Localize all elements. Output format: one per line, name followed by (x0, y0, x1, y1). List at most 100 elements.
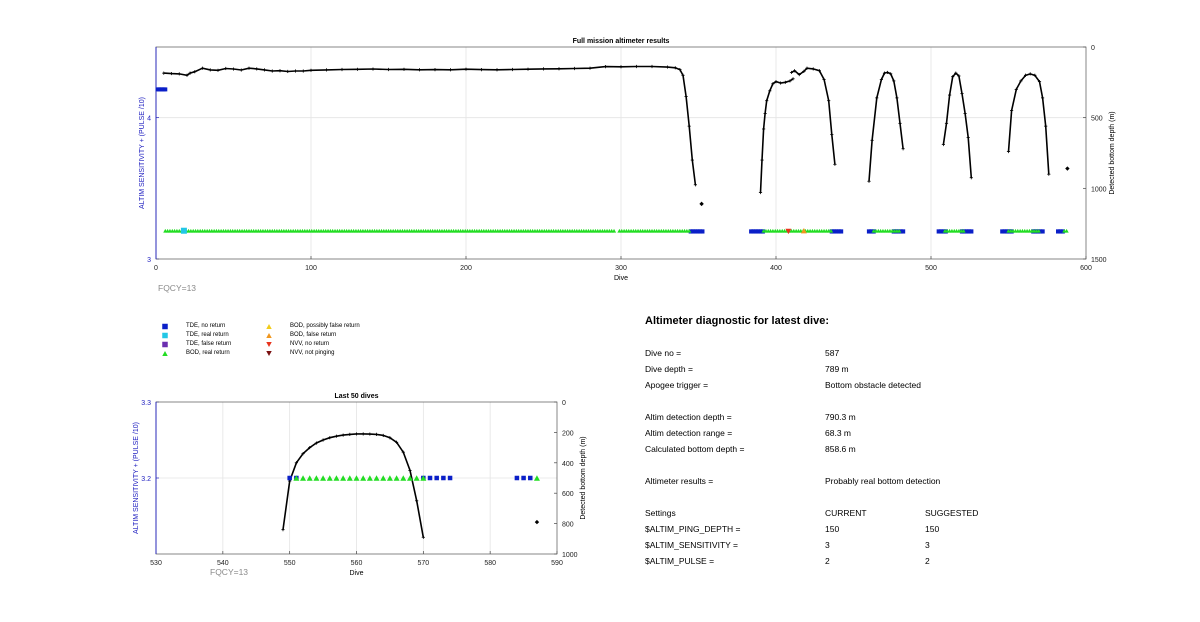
bod-marker (828, 228, 834, 233)
chart-title: Last 50 dives (335, 393, 379, 400)
bottom-depth-point (699, 201, 704, 207)
legend-marker (162, 332, 168, 339)
bod-marker (413, 475, 420, 481)
y-left-axis-label: ALTIM SENSITIVITY + (PULSE /10) (139, 97, 146, 209)
bod-marker (420, 475, 427, 481)
bod-marker (380, 475, 387, 481)
triangle-up-marker-icon (266, 333, 272, 338)
legend-label: TDE, no return (186, 323, 226, 329)
legend-marker (266, 324, 272, 329)
setting-current-pulse: 2 (825, 556, 830, 566)
x-tick-label: 400 (770, 265, 782, 272)
bottom-depth-line (163, 65, 697, 185)
bod-marker (687, 228, 692, 233)
diag-value-bottom-depth: 858.6 m (825, 444, 856, 454)
bod-marker (961, 228, 966, 233)
full-mission-chart: 0 100 200 300 400 500 600 3 4 0 500 1000 1500 Full mi… (139, 38, 1116, 293)
bod-marker (320, 475, 327, 481)
settings-header-name: Settings (645, 508, 676, 518)
x-tick-label: 300 (615, 265, 627, 272)
tde-marker (753, 229, 758, 234)
x-tick-label: 200 (460, 265, 472, 272)
tde-marker (869, 229, 874, 234)
chart-title: Full mission altimeter results (573, 38, 670, 45)
y-right-axis-label: Detected bottom depth (m) (580, 436, 587, 519)
tde-marker (836, 229, 841, 234)
bod-marker (293, 475, 300, 481)
legend-label: NVV, not pinging (290, 350, 335, 356)
tde-marker (695, 229, 700, 234)
bottom-depth-line (282, 433, 425, 538)
legend-label: BOD, real return (186, 350, 230, 356)
legend-label: TDE, real return (186, 332, 229, 338)
y-left-tick-label: 3.3 (141, 400, 151, 407)
setting-name-pulse: $ALTIM_PULSE = (645, 556, 715, 566)
diag-value-apogee-trigger: Bottom obstacle detected (825, 380, 921, 390)
y-right-tick-label: 1000 (562, 552, 578, 559)
tde-marker (287, 475, 292, 481)
bottom-depth-point (1065, 166, 1070, 171)
tde-marker (832, 229, 837, 234)
tde-marker (521, 475, 526, 481)
y-right-tick-label: 0 (1091, 45, 1095, 52)
tde-marker (866, 229, 872, 234)
bod-marker (313, 475, 320, 481)
y-right-tick-label: 800 (562, 522, 574, 529)
diag-value-detection-depth: 790.3 m (825, 412, 856, 422)
bottom-depth-line (942, 71, 973, 178)
tde-marker (688, 229, 693, 234)
bod-marker (353, 475, 360, 481)
tde-marker (1060, 229, 1065, 234)
tde-marker (1056, 229, 1061, 234)
settings-header-current: CURRENT (825, 508, 867, 518)
tde-marker (756, 229, 761, 234)
triangle-up-marker-icon (162, 351, 168, 356)
tde-marker (839, 229, 844, 234)
tde-marker (751, 229, 756, 234)
bod-marker (611, 228, 617, 233)
diag-value-detection-range: 68.3 m (825, 428, 851, 438)
y-right-tick-label: 1000 (1091, 186, 1107, 193)
diag-value-dive-depth: 789 m (825, 364, 849, 374)
x-tick-label: 530 (150, 560, 162, 567)
sensitivity-marker (163, 87, 168, 92)
setting-current-sensitivity: 3 (825, 540, 830, 550)
tde-marker (1040, 229, 1045, 234)
setting-name-ping-depth: $ALTIM_PING_DEPTH = (645, 524, 741, 534)
y-right-tick-label: 500 (1091, 116, 1103, 123)
highlight-marker (800, 228, 807, 234)
tde-marker (1038, 229, 1043, 234)
x-axis-label: Dive (614, 275, 628, 282)
tde-marker (447, 475, 453, 481)
tde-marker (936, 229, 941, 234)
y-right-axis-label: Detected bottom depth (m) (1109, 111, 1116, 194)
setting-suggested-pulse: 2 (925, 556, 930, 566)
legend-marker (162, 323, 168, 330)
bottom-depth-point (534, 519, 540, 525)
y-right-tick-label: 200 (562, 430, 574, 437)
square-marker-icon (162, 341, 168, 348)
tde-marker (969, 229, 974, 234)
tde-marker (427, 475, 433, 481)
triangle-up-marker-icon (266, 324, 272, 329)
tde-marker (1058, 229, 1063, 234)
tde-marker (758, 229, 763, 234)
diag-value-dive-no: 587 (825, 348, 840, 358)
bod-marker (360, 475, 367, 481)
triangle-down-marker-icon (266, 351, 272, 356)
tde-marker (700, 229, 705, 234)
setting-suggested-ping-depth: 150 (925, 524, 940, 534)
x-tick-label: 0 (154, 265, 158, 272)
y-left-tick-label: 3 (147, 257, 151, 264)
bottom-depth-line (1007, 73, 1050, 175)
highlight-marker (180, 227, 187, 234)
tde-marker (834, 229, 839, 234)
x-tick-label: 550 (284, 560, 296, 567)
tde-marker (901, 229, 906, 234)
setting-suggested-sensitivity: 3 (925, 540, 930, 550)
y-left-tick-label: 3.2 (141, 476, 151, 483)
legend-marker (162, 341, 168, 348)
bod-marker (300, 475, 307, 481)
bod-marker (346, 475, 353, 481)
diag-label-detection-range: Altim detection range = (645, 428, 733, 438)
